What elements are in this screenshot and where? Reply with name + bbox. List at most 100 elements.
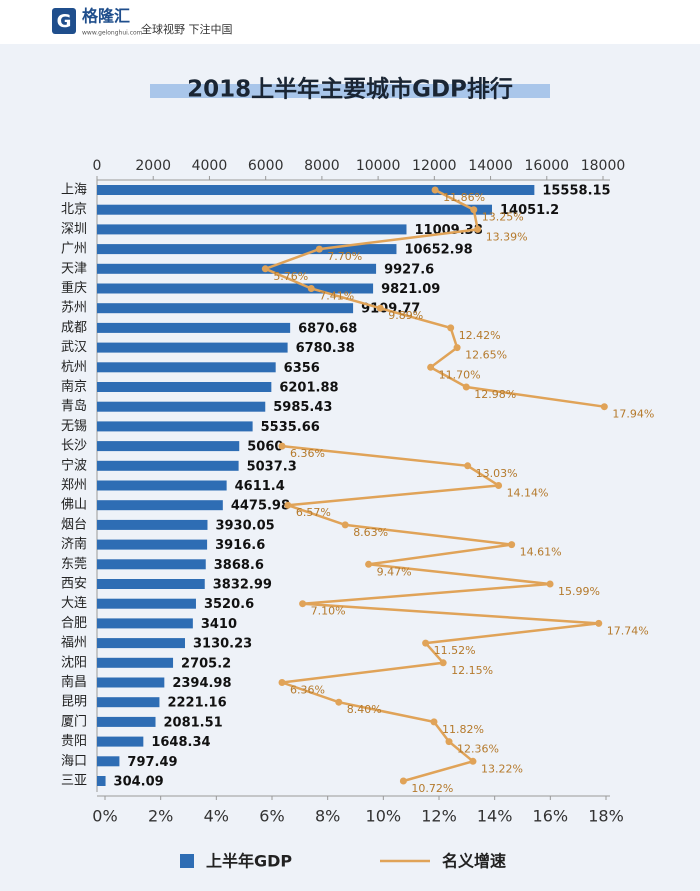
- bar: [97, 322, 291, 333]
- bar-value-label: 2705.2: [181, 656, 231, 671]
- growth-point: [261, 265, 269, 273]
- growth-point: [445, 738, 453, 746]
- growth-label: 7.70%: [327, 250, 362, 263]
- growth-point: [299, 600, 307, 608]
- x-tick-label: 6000: [248, 158, 284, 174]
- bar-value-label: 797.49: [127, 755, 177, 770]
- growth-label: 14.61%: [520, 546, 562, 559]
- bar-value-label: 14051.2: [500, 203, 559, 218]
- y-tick-label: 大连: [61, 595, 87, 611]
- bar: [97, 559, 206, 570]
- bar-value-label: 9927.6: [384, 262, 434, 277]
- bar: [97, 263, 377, 274]
- y-tick-label: 佛山: [61, 498, 87, 513]
- growth-label: 10.72%: [411, 782, 453, 795]
- bar: [97, 224, 407, 235]
- bar-value-label: 5535.66: [261, 420, 320, 435]
- x-tick-label: 0: [93, 158, 102, 174]
- x2-tick-label: 0%: [92, 807, 117, 826]
- y-tick-label: 广州: [61, 242, 87, 257]
- y-tick-label: 成都: [61, 320, 87, 335]
- x-tick-label: 18000: [581, 158, 626, 174]
- growth-point: [399, 777, 407, 785]
- y-tick-label: 贵阳: [61, 734, 87, 749]
- y-tick-label: 东莞: [61, 557, 87, 572]
- growth-label: 5.76%: [273, 270, 308, 283]
- growth-label: 17.94%: [612, 408, 654, 421]
- growth-label: 15.99%: [558, 585, 600, 598]
- y-tick-label: 北京: [61, 202, 87, 217]
- growth-label: 8.40%: [347, 703, 382, 716]
- y-tick-label: 天津: [61, 261, 87, 276]
- bar: [97, 401, 266, 412]
- growth-label: 12.42%: [459, 329, 501, 342]
- y-tick-label: 厦门: [61, 714, 87, 729]
- bar: [97, 500, 223, 511]
- bar-value-label: 5060: [247, 440, 283, 455]
- growth-point: [439, 659, 447, 667]
- bar-value-label: 3868.6: [214, 558, 264, 573]
- growth-label: 7.10%: [311, 605, 346, 618]
- x-tick-label: 2000: [135, 158, 171, 174]
- bar-value-label: 6870.68: [298, 321, 357, 336]
- bar-value-label: 15558.15: [542, 184, 610, 199]
- y-tick-label: 重庆: [61, 280, 87, 296]
- bar: [97, 382, 272, 392]
- bar: [97, 736, 144, 747]
- bar-value-label: 2394.98: [172, 676, 231, 691]
- title-highlight: [150, 84, 550, 98]
- bar: [97, 460, 239, 471]
- bar-value-label: 6201.88: [279, 381, 338, 396]
- bar: [97, 657, 174, 668]
- y-tick-label: 三亚: [61, 774, 87, 789]
- bar: [97, 677, 165, 688]
- bar-value-label: 3930.05: [215, 518, 274, 533]
- growth-point: [431, 186, 439, 194]
- legend-label: 名义增速: [442, 852, 506, 871]
- growth-point: [278, 679, 286, 686]
- bar-value-label: 3520.6: [204, 597, 254, 612]
- growth-point: [508, 541, 516, 549]
- growth-label: 12.15%: [451, 664, 493, 677]
- bar: [97, 362, 276, 373]
- y-tick-label: 青岛: [61, 398, 87, 414]
- growth-point: [447, 324, 455, 332]
- bar: [97, 421, 253, 432]
- bar-value-label: 9821.09: [381, 282, 440, 297]
- y-tick-label: 郑州: [61, 478, 87, 493]
- growth-label: 11.82%: [442, 723, 484, 736]
- bar-value-label: 304.09: [114, 775, 164, 790]
- growth-label: 13.22%: [481, 762, 523, 775]
- x-tick-label: 8000: [304, 158, 340, 174]
- logo-icon: [52, 8, 76, 34]
- growth-line: [281, 444, 599, 783]
- growth-label: 14.14%: [507, 487, 549, 500]
- growth-point: [495, 482, 503, 489]
- y-tick-label: 苏州: [61, 300, 87, 316]
- growth-label: 6.36%: [290, 447, 325, 460]
- y-tick-label: 长沙: [61, 439, 87, 454]
- x2-tick-label: 14%: [477, 807, 513, 826]
- y-tick-label: 沈阳: [61, 655, 87, 670]
- growth-point: [341, 521, 349, 529]
- y-tick-label: 福州: [61, 636, 87, 651]
- header-bar: [0, 0, 700, 44]
- bar-value-label: 6356: [284, 361, 320, 376]
- x-tick-label: 14000: [468, 158, 513, 174]
- growth-label: 13.03%: [476, 467, 518, 480]
- bar-value-label: 2081.51: [164, 715, 223, 730]
- y-tick-label: 宁波: [61, 457, 87, 473]
- bar-value-label: 3916.6: [215, 538, 265, 553]
- bar: [97, 441, 240, 452]
- growth-point: [462, 383, 470, 391]
- bar: [97, 697, 160, 708]
- y-tick-label: 昆明: [61, 695, 87, 710]
- bar: [97, 204, 492, 215]
- bar: [97, 638, 185, 649]
- growth-label: 12.36%: [457, 743, 499, 756]
- bar-value-label: 4611.4: [235, 479, 285, 494]
- growth-point: [315, 245, 323, 253]
- bar-value-label: 5985.43: [273, 400, 332, 415]
- growth-label: 13.39%: [486, 230, 528, 243]
- y-tick-label: 西安: [61, 577, 87, 592]
